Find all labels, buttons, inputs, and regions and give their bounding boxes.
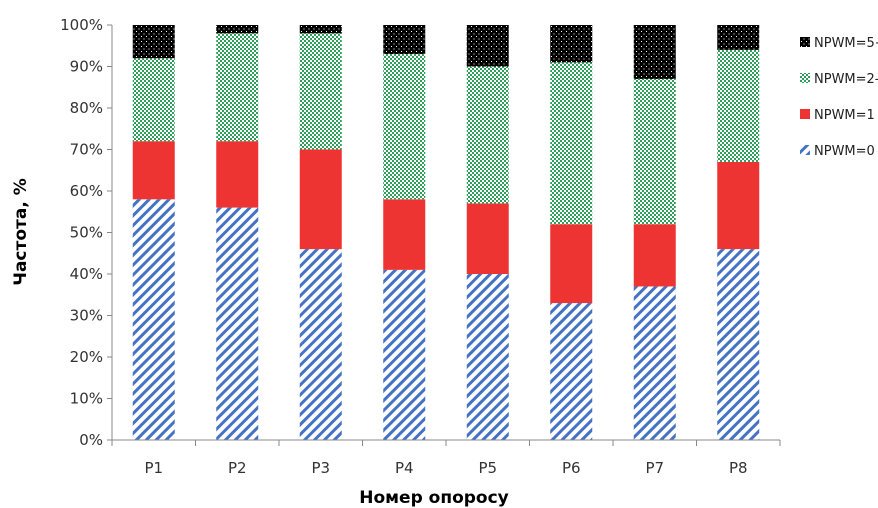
- y-tick-label: 60%: [70, 182, 103, 200]
- bar-segment: [132, 199, 175, 440]
- bar-segment: [299, 25, 342, 34]
- x-tick-label: P1: [144, 459, 163, 477]
- legend-label: NPWM=2-4: [814, 72, 878, 87]
- legend-swatch: [800, 145, 810, 155]
- bar-segment: [383, 54, 426, 200]
- bar-segment: [717, 249, 760, 440]
- bar-segment: [633, 224, 676, 287]
- y-tick-label: 50%: [70, 224, 103, 242]
- bar-segment: [383, 199, 426, 270]
- bar-segment: [132, 58, 175, 142]
- bar-segment: [466, 66, 509, 204]
- bar-segment: [216, 25, 259, 34]
- x-axis-title: Номер опоросу: [359, 488, 509, 508]
- bar-segment: [550, 224, 593, 304]
- x-tick-label: P3: [311, 459, 330, 477]
- bar-segment: [216, 141, 259, 208]
- bar-segment: [717, 49, 760, 162]
- bar-segment: [132, 25, 175, 59]
- bar-segment: [383, 269, 426, 440]
- bar-segment: [466, 25, 509, 67]
- y-tick-label: 10%: [70, 390, 103, 408]
- bar-segment: [466, 203, 509, 274]
- bar-segment: [550, 25, 593, 63]
- x-tick-label: P7: [645, 459, 664, 477]
- x-axis-ticks: P1 P2 P3 P4 P5 P6 P7 P8: [111, 440, 781, 477]
- bar-segment: [383, 25, 426, 55]
- legend-label: NPWM=1: [814, 108, 875, 123]
- bars: [132, 25, 760, 440]
- y-tick-label: 20%: [70, 348, 103, 366]
- bar-segment: [633, 286, 676, 440]
- y-tick-label: 0%: [79, 431, 103, 449]
- bar-segment: [299, 249, 342, 440]
- legend-swatch: [800, 73, 810, 83]
- bar-segment: [466, 274, 509, 440]
- legend: NPWM=5+ NPWM=2-4 NPWM=1 NPWM=0: [800, 36, 878, 159]
- y-tick-label: 40%: [70, 265, 103, 283]
- y-tick-label: 100%: [60, 16, 103, 34]
- bar-segment: [216, 33, 259, 142]
- legend-swatch: [800, 37, 810, 47]
- y-tick-label: 90%: [70, 58, 103, 76]
- legend-label: NPWM=5+: [814, 36, 878, 51]
- x-tick-label: P5: [478, 459, 497, 477]
- y-axis-title: Частота, %: [11, 178, 31, 286]
- x-tick-label: P4: [395, 459, 414, 477]
- legend-label: NPWM=0: [814, 144, 875, 159]
- y-tick-label: 30%: [70, 307, 103, 325]
- bar-segment: [550, 303, 593, 440]
- bar-segment: [717, 161, 760, 250]
- bar-segment: [216, 207, 259, 440]
- bar-segment: [299, 33, 342, 150]
- y-axis-ticks: 0% 10% 20% 30% 40% 50% 60% 70% 80% 90% 100%: [60, 16, 112, 449]
- x-tick-label: P8: [729, 459, 748, 477]
- x-tick-label: P2: [228, 459, 247, 477]
- bar-segment: [717, 25, 760, 50]
- bar-segment: [633, 25, 676, 79]
- x-tick-label: P6: [562, 459, 581, 477]
- y-tick-label: 80%: [70, 99, 103, 117]
- legend-swatch: [800, 109, 810, 119]
- axes: [111, 25, 780, 441]
- bar-segment: [299, 149, 342, 250]
- bar-segment: [550, 62, 593, 225]
- bar-segment: [132, 141, 175, 200]
- y-tick-label: 70%: [70, 141, 103, 159]
- bar-segment: [633, 78, 676, 225]
